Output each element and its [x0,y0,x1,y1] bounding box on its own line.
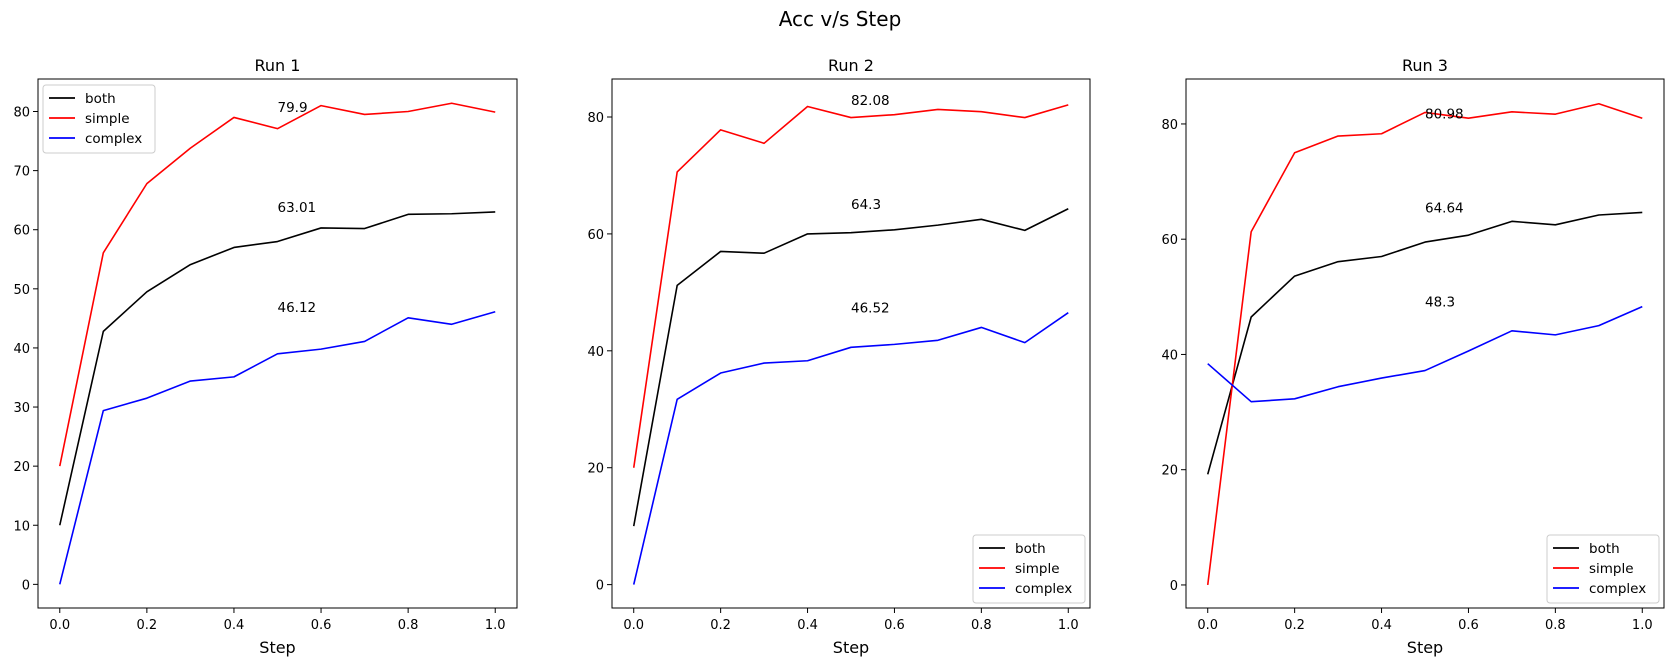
y-tick-label: 50 [13,283,30,298]
subplot-run-2: Run 2 0.0 0.2 0.4 0.6 0.8 1.0 0 20 40 60 80 Step 82.0… [587,56,1091,657]
x-tick-label: 0.4 [224,618,245,633]
value-annotation: 46.52 [851,301,890,317]
x-axis-label: Step [259,638,295,657]
value-annotation: 46.12 [278,300,317,316]
legend: both simple complex [1546,534,1660,604]
y-tick-label: 40 [587,345,604,360]
x-tick-label: 1.0 [1632,618,1653,633]
value-annotation: 64.3 [851,197,881,213]
x-tick-label: 0.6 [311,618,332,633]
x-tick-label: 0.0 [49,618,70,633]
legend-label: both [85,91,116,107]
y-tick-label: 40 [1161,348,1178,363]
legend-label: complex [1589,581,1646,597]
value-annotation: 48.3 [1425,295,1455,311]
legend-box [42,84,156,154]
x-axis-label: Step [833,638,869,657]
series-line-complex [58,310,496,585]
x-tick-label: 0.8 [1545,618,1566,633]
y-tick-label: 60 [587,228,604,243]
value-annotation: 80.98 [1425,106,1464,122]
value-annotation: 82.08 [851,93,890,109]
legend-label: complex [1015,581,1072,597]
axes-frame [611,78,1091,609]
legend-label: complex [85,131,142,147]
y-tick-label: 10 [13,519,30,534]
legend: both simple complex [42,84,156,154]
subplot-title: Run 3 [1402,56,1448,75]
y-tick-label: 40 [13,342,30,357]
series-line-simple [1206,102,1643,586]
y-tick-label: 70 [13,165,30,180]
x-tick-label: 0.4 [1371,618,1392,633]
legend-label: simple [1015,561,1060,577]
y-tick-label: 20 [13,460,30,475]
x-tick-label: 0.8 [971,618,992,633]
axes-frame [1185,78,1665,609]
series-line-simple [632,104,1069,468]
y-tick-label: 60 [1161,233,1178,248]
value-annotation: 64.64 [1425,200,1464,216]
y-tick-label: 60 [13,224,30,239]
y-tick-label: 80 [13,106,30,121]
subplot-run-3: Run 3 0.0 0.2 0.4 0.6 0.8 1.0 0 20 40 60 80 Step 80.9… [1161,56,1665,657]
axes-frame [37,78,518,609]
legend-label: both [1589,541,1620,557]
subplot-title: Run 1 [255,56,301,75]
legend: both simple complex [972,534,1086,604]
x-tick-label: 0.6 [884,618,905,633]
y-tick-label: 0 [596,579,604,594]
series-line-both [1206,211,1643,475]
subplots: Run 1 0.0 0.2 0.4 0.6 0.8 1.0 0 10 20 30 40 50 60 70 80… [13,56,1665,657]
x-tick-label: 0.2 [137,618,158,633]
x-tick-label: 0.6 [1458,618,1479,633]
value-annotation: 79.9 [278,100,308,116]
value-annotation: 63.01 [278,200,317,216]
series-line-both [632,208,1069,527]
series-line-complex [1207,305,1643,403]
subplot-title: Run 2 [828,56,874,75]
legend-label: both [1015,541,1046,557]
y-tick-label: 0 [1170,579,1178,594]
y-tick-label: 30 [13,401,30,416]
subplot-run-1: Run 1 0.0 0.2 0.4 0.6 0.8 1.0 0 10 20 30 40 50 60 70 80… [13,56,518,657]
legend-box [972,534,1086,604]
x-tick-label: 1.0 [1058,618,1079,633]
legend-label: simple [1589,561,1634,577]
legend-label: simple [85,111,130,127]
figure-title: Acc v/s Step [779,7,902,31]
y-tick-label: 80 [1161,118,1178,133]
y-tick-label: 20 [1161,464,1178,479]
x-tick-label: 1.0 [485,618,506,633]
y-tick-label: 0 [22,578,30,593]
x-tick-label: 0.4 [797,618,818,633]
y-tick-label: 20 [587,462,604,477]
x-axis-label: Step [1407,638,1443,657]
x-tick-label: 0.8 [398,618,419,633]
y-tick-label: 80 [587,111,604,126]
legend-box [1546,534,1660,604]
x-tick-label: 0.0 [1197,618,1218,633]
x-tick-label: 0.2 [1284,618,1305,633]
series-line-both [58,211,496,526]
x-tick-label: 0.2 [710,618,731,633]
series-line-complex [632,312,1069,585]
x-tick-label: 0.0 [623,618,644,633]
series-line-simple [58,102,496,467]
